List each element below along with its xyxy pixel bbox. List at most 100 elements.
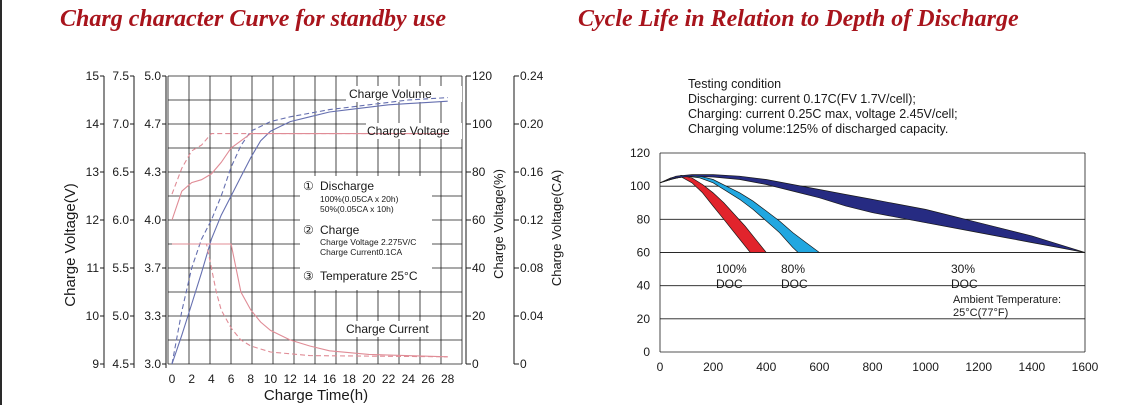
x-tick-label: 1000 [912, 360, 939, 374]
doc-label-percent: 100% [716, 262, 747, 276]
y-tick-label: 4.7 [144, 117, 161, 131]
x-tick-label: 200 [703, 360, 723, 374]
x-tick-label: 600 [809, 360, 829, 374]
legend-charge-current: Charge Current0.1CA [320, 247, 403, 257]
y-tick-label: 5.5 [112, 261, 129, 275]
legend-discharge: Discharge [320, 179, 374, 193]
x-axis-title: Charge Time(h) [264, 387, 368, 404]
x-tick-label: 28 [441, 372, 455, 386]
y-tick-label: 15 [86, 69, 100, 83]
testing-condition-line: Discharging: current 0.17C(FV 1.7V/cell)… [688, 92, 916, 106]
doc-label-doc: DOC [951, 277, 978, 291]
y-tick-label: 4.5 [112, 357, 129, 371]
legend-charge: Charge [320, 223, 360, 237]
x-tick-label: 400 [756, 360, 776, 374]
legend-discharge-100: 100%(0.05CA x 20h) [320, 194, 399, 204]
y-tick-label-right: 0.04 [520, 309, 544, 323]
y-tick-label-right: 0.24 [520, 69, 544, 83]
legend-num-2: ② [303, 223, 314, 237]
x-tick-label: 0 [657, 360, 664, 374]
y-tick-label: 11 [87, 261, 100, 275]
x-tick-label: 22 [382, 372, 396, 386]
ambient-temperature-label: Ambient Temperature: [953, 294, 1061, 306]
label-charge-voltage: Charge Voltage [367, 124, 450, 138]
y-tick-label-right: 100 [472, 117, 492, 131]
curve-current-50 [172, 243, 448, 358]
y-tick-label-right: 0.16 [520, 165, 544, 179]
legend-box [300, 176, 432, 290]
x-tick-label: 14 [303, 372, 317, 386]
y-tick-label: 3.7 [144, 261, 161, 275]
legend-charge-voltage: Charge Voltage 2.275V/C [320, 237, 416, 247]
y-tick-label-right: 0.12 [520, 213, 544, 227]
y-tick-label-right: 0 [520, 357, 527, 371]
doc-band-80 [659, 175, 821, 253]
x-tick-label: 2 [188, 372, 195, 386]
curve-voltage-100 [171, 133, 448, 221]
y-tick-label: 4.3 [144, 165, 161, 179]
y-tick-label: 120 [630, 146, 650, 160]
x-tick-label: 16 [323, 372, 337, 386]
doc-band-30 [659, 174, 1086, 253]
y-tick-label-right: 0.20 [520, 117, 544, 131]
y-tick-label: 40 [637, 279, 651, 293]
x-tick-label: 26 [421, 372, 435, 386]
current-label-box [344, 321, 436, 337]
y-tick-label: 60 [637, 246, 651, 260]
y-axis-title-ca: Charge Voltage(CA) [549, 170, 564, 286]
y-tick-label: 7.5 [112, 69, 129, 83]
x-tick-label: 800 [862, 360, 882, 374]
x-tick-label: 18 [343, 372, 357, 386]
doc-label-doc: DOC [716, 277, 743, 291]
testing-condition-line: Charging volume:125% of discharged capac… [688, 122, 948, 136]
x-tick-label: 1600 [1072, 360, 1099, 374]
y-tick-label: 12 [86, 213, 100, 227]
x-tick-label: 4 [208, 372, 215, 386]
x-tick-label: 20 [362, 372, 376, 386]
testing-condition-line: Testing condition [688, 77, 781, 91]
y-tick-label: 4.0 [144, 213, 161, 227]
x-tick-label: 1200 [965, 360, 992, 374]
x-tick-label: 24 [402, 372, 416, 386]
doc-band-100 [659, 175, 768, 253]
y-tick-label: 5.0 [144, 69, 161, 83]
doc-label-percent: 30% [951, 262, 975, 276]
y-tick-label-right: 60 [472, 213, 486, 227]
x-tick-label: 12 [283, 372, 297, 386]
y-tick-label: 20 [637, 312, 651, 326]
x-tick-label: 1400 [1019, 360, 1046, 374]
right-chart-title: Cycle Life in Relation to Depth of Disch… [578, 6, 1019, 32]
curve-volume-100 [171, 100, 448, 365]
y-tick-label: 10 [86, 309, 100, 323]
y-tick-label-right: 120 [472, 69, 492, 83]
x-tick-label: 0 [169, 372, 176, 386]
y-tick-label-right: 40 [472, 261, 486, 275]
curve-current-100 [172, 243, 448, 358]
y-tick-label-right: 0.08 [520, 261, 544, 275]
ambient-temperature-value: 25°C(77°F) [953, 307, 1008, 319]
y-axis-title-percent: Charge Voltage(%) [491, 169, 506, 279]
legend-num-1: ① [303, 179, 314, 193]
testing-condition-line: Charging: current 0.25C max, voltage 2.4… [688, 107, 958, 121]
legend-temperature: Temperature 25°C [320, 269, 418, 283]
y-axis-title: Charge Voltage(V) [62, 183, 79, 306]
x-tick-label: 10 [264, 372, 278, 386]
page-left-edge [0, 0, 2, 405]
y-tick-label: 3.3 [144, 309, 161, 323]
curve-volume-50 [171, 97, 448, 365]
y-tick-label: 13 [86, 165, 100, 179]
y-tick-label: 80 [637, 212, 651, 226]
legend-num-3: ③ [303, 269, 314, 283]
x-tick-label: 8 [247, 372, 254, 386]
doc-label-percent: 80% [781, 262, 805, 276]
label-charge-volume: Charge Volume [349, 87, 432, 101]
y-tick-label-right: 0 [472, 357, 479, 371]
legend-discharge-50: 50%(0.05CA x 10h) [320, 204, 394, 214]
voltage-label-box [366, 123, 462, 139]
y-tick-label: 0 [643, 345, 650, 359]
y-tick-label: 100 [630, 179, 650, 193]
y-tick-label: 14 [86, 117, 100, 131]
y-tick-label-right: 80 [472, 165, 486, 179]
curve-voltage-50 [171, 133, 448, 195]
